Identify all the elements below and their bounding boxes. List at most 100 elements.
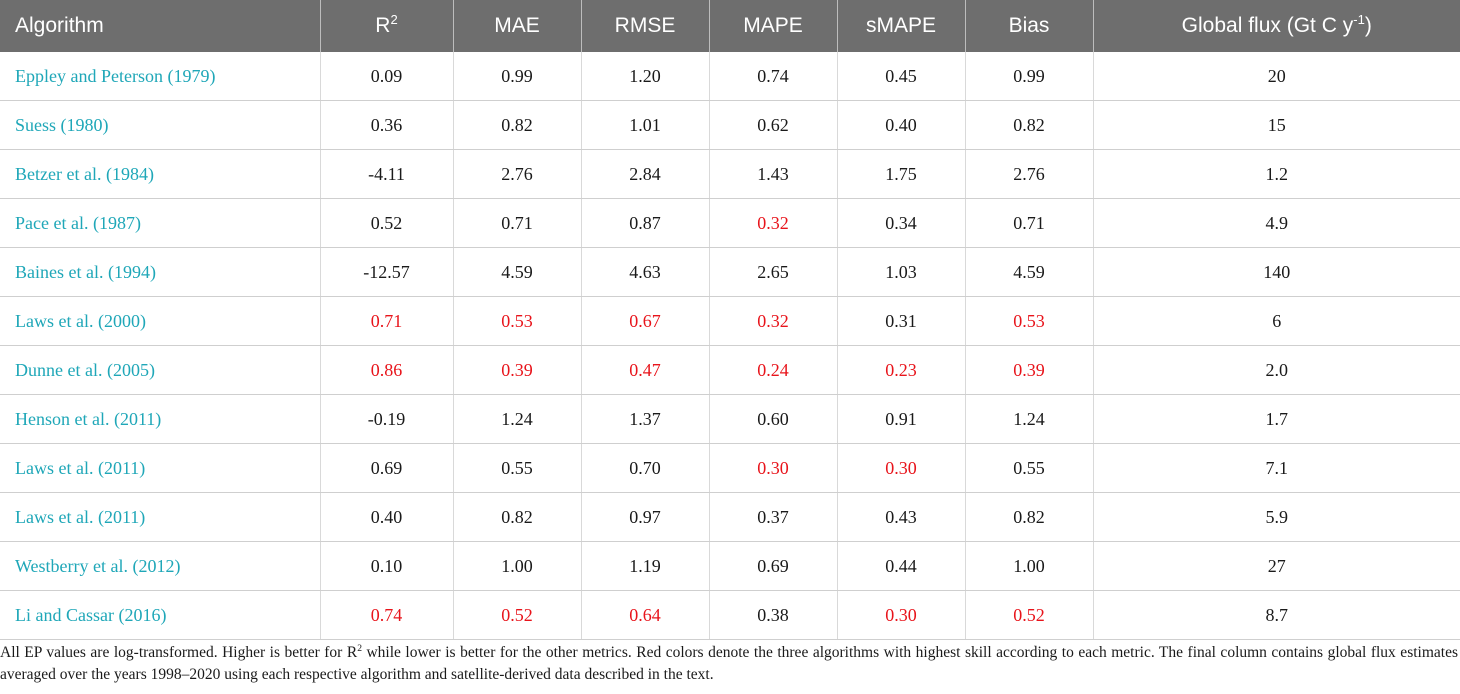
smape-cell: 0.40 [836, 100, 965, 150]
mae-cell: 1.24 [452, 394, 581, 444]
r2-cell: 0.71 [319, 296, 453, 346]
r2-cell: 0.52 [319, 198, 453, 248]
algorithm-cell: Suess (1980) [0, 100, 320, 150]
rmse-cell: 1.01 [580, 100, 709, 150]
mae-cell: 0.39 [452, 345, 581, 395]
table-row: Betzer et al. (1984) -4.11 2.76 2.84 1.43 1.7… [0, 149, 1460, 199]
mape-cell: 0.37 [708, 492, 837, 542]
mae-cell: 0.55 [452, 443, 581, 493]
mae-cell: 0.53 [452, 296, 581, 346]
global-flux-cell: 15 [1092, 100, 1460, 150]
r2-cell: 0.40 [319, 492, 453, 542]
bias-cell: 0.52 [964, 590, 1093, 640]
header-flux-sup: -1 [1353, 12, 1365, 27]
header-global-flux: Global flux (Gt C y-1) [1092, 0, 1460, 52]
mape-cell: 0.24 [708, 345, 837, 395]
header-flux-base: Global flux (Gt C y [1181, 14, 1354, 37]
algorithm-cell: Laws et al. (2000) [0, 296, 320, 346]
header-r2-sup: 2 [390, 12, 398, 27]
global-flux-cell: 2.0 [1092, 345, 1460, 395]
algorithm-cell: Pace et al. (1987) [0, 198, 320, 248]
smape-cell: 0.43 [836, 492, 965, 542]
table-row: Laws et al. (2000) 0.71 0.53 0.67 0.32 0.31 0.… [0, 296, 1460, 346]
global-flux-cell: 1.2 [1092, 149, 1460, 199]
mae-cell: 0.82 [452, 100, 581, 150]
table-row: Suess (1980) 0.36 0.82 1.01 0.62 0.40 0.82 15 [0, 100, 1460, 150]
bias-cell: 0.53 [964, 296, 1093, 346]
global-flux-cell: 8.7 [1092, 590, 1460, 640]
global-flux-cell: 4.9 [1092, 198, 1460, 248]
smape-cell: 0.44 [836, 541, 965, 591]
footnote-part1: All EP values are log-transformed. Highe… [0, 644, 358, 661]
table-row: Li and Cassar (2016) 0.74 0.52 0.64 0.38 0.30… [0, 590, 1460, 640]
table-row: Henson et al. (2011) -0.19 1.24 1.37 0.60 0.9… [0, 394, 1460, 444]
global-flux-cell: 5.9 [1092, 492, 1460, 542]
rmse-cell: 0.87 [580, 198, 709, 248]
global-flux-cell: 7.1 [1092, 443, 1460, 493]
header-row: Algorithm R2 MAE RMSE MAPE sMAPE Bias Gl… [0, 0, 1460, 52]
bias-cell: 1.00 [964, 541, 1093, 591]
bias-cell: 1.24 [964, 394, 1093, 444]
header-bias: Bias [964, 0, 1093, 52]
mape-cell: 2.65 [708, 247, 837, 297]
mae-cell: 0.99 [452, 52, 581, 101]
rmse-cell: 0.64 [580, 590, 709, 640]
rmse-cell: 2.84 [580, 149, 709, 199]
bias-cell: 0.82 [964, 492, 1093, 542]
mape-cell: 0.69 [708, 541, 837, 591]
table-footnote: All EP values are log-transformed. Highe… [0, 642, 1460, 686]
rmse-cell: 0.67 [580, 296, 709, 346]
header-mae: MAE [452, 0, 581, 52]
footnote-part2: while lower is better for the other metr… [0, 644, 1458, 683]
algorithm-cell: Li and Cassar (2016) [0, 590, 320, 640]
header-r2: R2 [319, 0, 453, 52]
r2-cell: 0.36 [319, 100, 453, 150]
algorithm-cell: Eppley and Peterson (1979) [0, 52, 320, 101]
mape-cell: 0.32 [708, 296, 837, 346]
mae-cell: 2.76 [452, 149, 581, 199]
smape-cell: 0.31 [836, 296, 965, 346]
header-smape: sMAPE [836, 0, 965, 52]
r2-cell: 0.74 [319, 590, 453, 640]
header-r2-base: R [375, 14, 391, 37]
mae-cell: 0.82 [452, 492, 581, 542]
mape-cell: 0.30 [708, 443, 837, 493]
header-mape: MAPE [708, 0, 837, 52]
bias-cell: 0.82 [964, 100, 1093, 150]
r2-cell: 0.69 [319, 443, 453, 493]
smape-cell: 0.45 [836, 52, 965, 101]
mae-cell: 1.00 [452, 541, 581, 591]
mae-cell: 0.52 [452, 590, 581, 640]
algorithm-cell: Laws et al. (2011) [0, 443, 320, 493]
smape-cell: 0.23 [836, 345, 965, 395]
global-flux-cell: 27 [1092, 541, 1460, 591]
r2-cell: 0.86 [319, 345, 453, 395]
skill-metrics-table: Algorithm R2 MAE RMSE MAPE sMAPE Bias Gl… [0, 0, 1460, 640]
smape-cell: 0.91 [836, 394, 965, 444]
algorithm-cell: Betzer et al. (1984) [0, 149, 320, 199]
rmse-cell: 1.19 [580, 541, 709, 591]
header-flux-close: ) [1364, 14, 1372, 37]
rmse-cell: 1.37 [580, 394, 709, 444]
table-row: Laws et al. (2011) 0.40 0.82 0.97 0.37 0.43 0.… [0, 492, 1460, 542]
algorithm-cell: Baines et al. (1994) [0, 247, 320, 297]
bias-cell: 0.39 [964, 345, 1093, 395]
bias-cell: 0.55 [964, 443, 1093, 493]
smape-cell: 0.34 [836, 198, 965, 248]
global-flux-cell: 6 [1092, 296, 1460, 346]
r2-cell: 0.09 [319, 52, 453, 101]
rmse-cell: 0.97 [580, 492, 709, 542]
bias-cell: 0.71 [964, 198, 1093, 248]
global-flux-cell: 140 [1092, 247, 1460, 297]
table-row: Pace et al. (1987) 0.52 0.71 0.87 0.32 0.34 0.… [0, 198, 1460, 248]
mape-cell: 0.38 [708, 590, 837, 640]
smape-cell: 1.03 [836, 247, 965, 297]
rmse-cell: 1.20 [580, 52, 709, 101]
global-flux-cell: 20 [1092, 52, 1460, 101]
global-flux-cell: 1.7 [1092, 394, 1460, 444]
footnote-sup: 2 [357, 642, 362, 654]
algorithm-cell: Dunne et al. (2005) [0, 345, 320, 395]
mape-cell: 1.43 [708, 149, 837, 199]
mape-cell: 0.60 [708, 394, 837, 444]
rmse-cell: 4.63 [580, 247, 709, 297]
